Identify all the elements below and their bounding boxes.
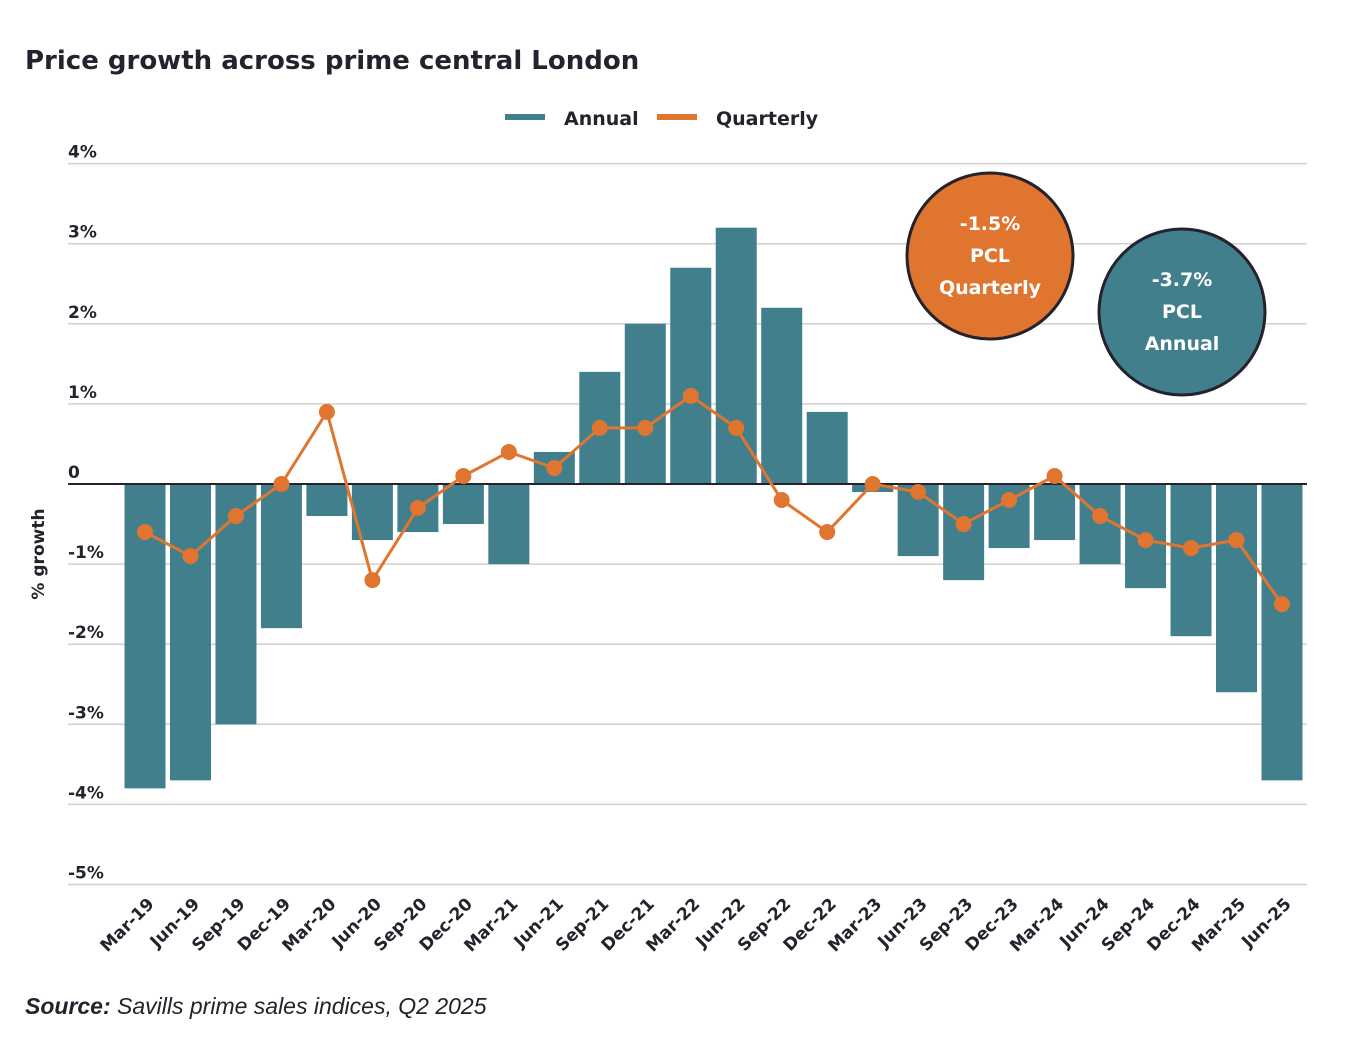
bar-annual (806, 411, 848, 484)
source-note: Source: Savills prime sales indices, Q2 … (25, 993, 486, 1020)
bar-annual (1034, 484, 1076, 541)
x-tick-label: Jun-25 (1237, 894, 1295, 952)
quarterly-point (910, 484, 927, 501)
quarterly-point (637, 419, 654, 436)
bar-annual (943, 484, 985, 581)
y-tick-label: -2% (68, 623, 104, 643)
bar-annual (1216, 484, 1258, 693)
quarterly-point (864, 476, 881, 492)
y-tick-label: -4% (68, 783, 104, 803)
y-tick-label: 1% (68, 383, 97, 403)
bar-annual (624, 323, 666, 484)
legend-label-annual: Annual (564, 108, 639, 130)
quarterly-point (455, 467, 472, 484)
source-label: Source: (25, 993, 111, 1019)
annotation-text: -3.7% (1152, 269, 1213, 291)
quarterly-point (318, 403, 335, 420)
annotation-text: -1.5% (960, 213, 1021, 235)
quarterly-point (227, 508, 244, 525)
annotation-text: PCL (1162, 301, 1202, 323)
bar-annual (1170, 484, 1212, 637)
bar-annual (215, 484, 257, 725)
quarterly-point (1046, 467, 1063, 484)
bar-annual (761, 307, 803, 484)
quarterly-point (819, 524, 836, 541)
quarterly-point (1092, 508, 1109, 525)
quarterly-point (364, 572, 381, 589)
source-text: Savills prime sales indices, Q2 2025 (117, 993, 487, 1019)
quarterly-point (137, 524, 153, 541)
bar-annual (1261, 484, 1303, 781)
quarterly-point (546, 459, 563, 476)
bar-annual (715, 227, 757, 484)
bar-annual (488, 484, 530, 565)
quarterly-point (1137, 532, 1154, 549)
bar-annual (169, 484, 211, 781)
annotation-bubble (905, 171, 1075, 341)
quarterly-point (409, 500, 426, 517)
y-tick-label: 3% (68, 223, 97, 243)
quarterly-point (273, 476, 290, 492)
legend-swatch-quarterly (657, 114, 697, 120)
y-tick-label: 2% (68, 303, 97, 323)
y-tick-label: -1% (68, 543, 104, 563)
quarterly-line (144, 394, 1284, 606)
annotation-bubble (1097, 227, 1267, 397)
legend-swatch-annual (505, 114, 545, 120)
y-tick-label: 0 (68, 463, 80, 483)
legend-label-quarterly: Quarterly (716, 108, 819, 130)
y-tick-label: 4% (68, 143, 97, 163)
chart-title: Price growth across prime central London (25, 46, 640, 76)
y-axis-label: % growth (29, 508, 49, 599)
quarterly-point (1274, 596, 1290, 613)
quarterly-point (955, 516, 972, 533)
quarterly-point (1001, 492, 1018, 509)
y-tick-label: -3% (68, 703, 104, 723)
annotation-text: PCL (970, 245, 1010, 267)
quarterly-point (591, 419, 608, 436)
x-tick-label: Mar-19 (97, 894, 159, 956)
quarterly-point (182, 548, 199, 565)
annotation-text: Quarterly (939, 277, 1042, 299)
bar-annual (442, 484, 484, 525)
quarterly-point (1183, 540, 1200, 557)
quarterly-point (1228, 532, 1245, 549)
quarterly-point (500, 443, 517, 460)
bar-annual (670, 267, 712, 484)
bar-annual (260, 484, 302, 629)
quarterly-point (773, 492, 790, 509)
quarterly-point (728, 419, 745, 436)
y-tick-label: -5% (68, 864, 104, 884)
quarterly-point (682, 387, 699, 404)
annotation-text: Annual (1145, 333, 1220, 355)
bar-annual (306, 484, 348, 517)
